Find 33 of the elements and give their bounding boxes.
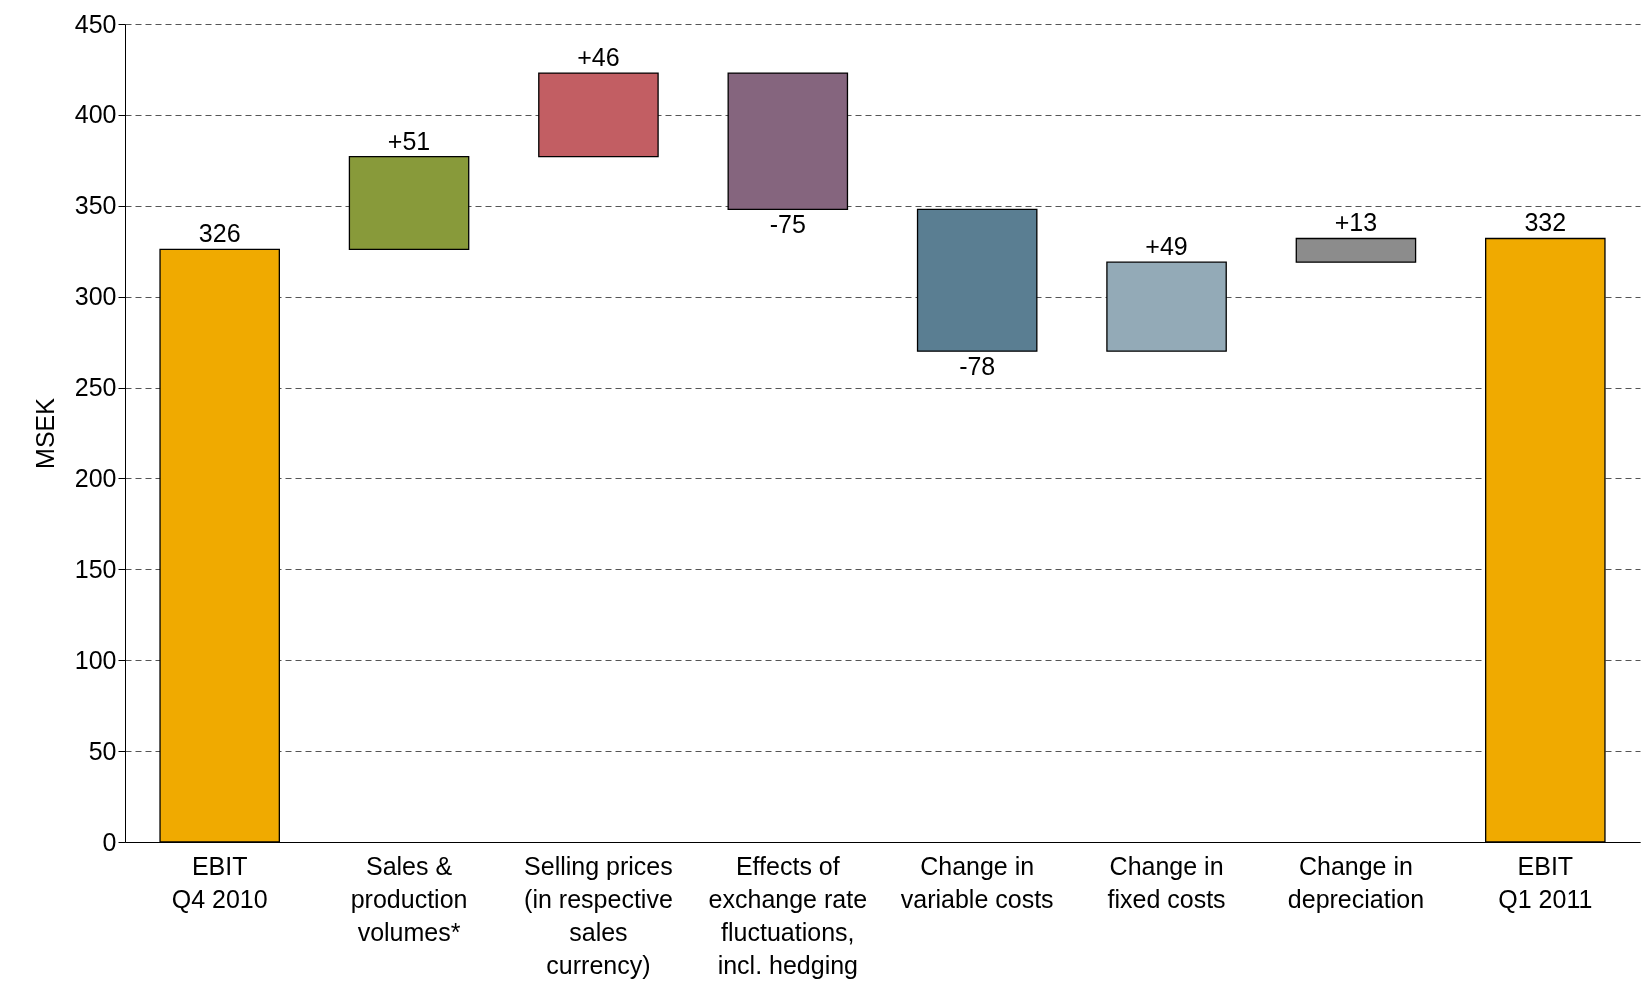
bar (1295, 237, 1417, 263)
x-tick-label: Change in variable costs (900, 851, 1054, 913)
data-label: 332 (1524, 208, 1567, 237)
y-tick-label: 450 (74, 9, 117, 38)
bar (538, 72, 659, 158)
data-label: 326 (198, 219, 241, 248)
data-label: -78 (959, 352, 996, 381)
x-tick-label: Change in depreciation (1287, 851, 1425, 913)
y-tick-label: 150 (74, 554, 117, 583)
bar (916, 208, 1038, 352)
y-axis-title: MSEK (30, 397, 59, 469)
y-tick-label: 200 (74, 463, 117, 492)
y-tick-label: 300 (74, 282, 117, 311)
y-tick-label: 350 (74, 191, 117, 220)
data-label: +49 (1145, 232, 1188, 261)
x-tick-label: Sales & production volumes* (350, 851, 468, 946)
data-label: +51 (387, 126, 431, 155)
bar (727, 72, 849, 211)
x-tick-label: EBIT Q4 2010 (171, 851, 268, 913)
x-tick-label: Effects of exchange rate fluctuations, incl. hedging (708, 851, 868, 979)
data-label: +46 (577, 43, 620, 72)
y-tick-label: 0 (102, 827, 117, 856)
y-tick-label: 100 (74, 645, 117, 674)
bar (348, 156, 470, 251)
y-tick-label: 50 (88, 736, 117, 765)
bar (1106, 261, 1227, 352)
data-label: -75 (769, 210, 806, 239)
x-tick-label: EBIT Q1 2011 (1498, 851, 1593, 913)
y-tick-label: 400 (74, 100, 117, 129)
x-tick-label: Change in fixed costs (1107, 851, 1226, 913)
data-label: +13 (1334, 208, 1378, 237)
x-tick-label: Selling prices (in respective sales currency) (524, 851, 673, 979)
y-tick-label: 250 (74, 373, 117, 402)
